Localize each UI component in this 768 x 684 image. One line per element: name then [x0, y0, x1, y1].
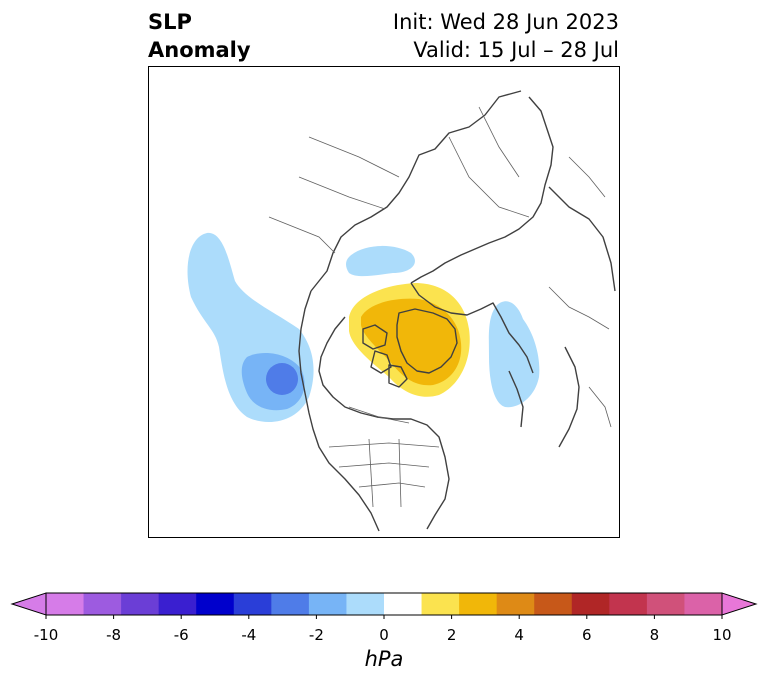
colorbar-extend-under: [10, 592, 47, 616]
colorbar-segment: [158, 593, 197, 615]
colorbar-segment: [646, 593, 685, 615]
negative-anomaly-barents: [346, 245, 415, 277]
map-title-dates: Init: Wed 28 Jun 2023 Valid: 15 Jul – 28…: [393, 8, 619, 64]
colorbar-ticks: [45, 615, 723, 619]
colorbar-tick-label: 6: [582, 626, 592, 644]
positive-anomaly-greenland-inner: [361, 298, 462, 386]
colorbar-extend-over: [721, 592, 758, 616]
colorbar-segment: [83, 593, 122, 615]
colorbar-segment: [308, 593, 347, 615]
colorbar-segment: [271, 593, 310, 615]
colorbar-tick-label: -4: [241, 626, 257, 644]
title-valid-range: Valid: 15 Jul – 28 Jul: [413, 38, 619, 62]
anomaly-shading: [187, 232, 540, 423]
negative-anomaly-pacific-core: [266, 363, 298, 395]
colorbar-tick-label: 2: [446, 626, 457, 644]
political-borders: [268, 106, 612, 508]
colorbar-segment: [384, 593, 423, 615]
colorbar-tick-label: 0: [379, 626, 389, 644]
colorbar-tick-label: -8: [106, 626, 122, 644]
colorbar-segment: [609, 593, 648, 615]
title-variable-line1: SLP: [148, 10, 192, 34]
colorbar-segment: [534, 593, 573, 615]
map-canvas: [187, 90, 616, 532]
colorbar-segment: [233, 593, 272, 615]
colorbar-segment: [121, 593, 160, 615]
title-init-date: Init: Wed 28 Jun 2023: [392, 10, 619, 34]
colorbar-unit-label: hPa: [364, 647, 404, 671]
colorbar-tick-label: -10: [33, 626, 59, 644]
negative-anomaly-atlantic: [488, 301, 540, 408]
colorbar-tick-label: 8: [649, 626, 660, 644]
colorbar: [10, 592, 758, 619]
colorbar-segments: [10, 592, 758, 616]
colorbar-segment: [346, 593, 385, 615]
colorbar-tick-label: 4: [514, 626, 524, 644]
colorbar-segment: [571, 593, 610, 615]
colorbar-segment: [46, 593, 85, 615]
colorbar-tick-label: -2: [308, 626, 324, 644]
colorbar-tick-label: 10: [712, 626, 732, 644]
colorbar-segment: [684, 593, 723, 615]
title-variable-line2: Anomaly: [148, 38, 251, 62]
map-panel: [148, 66, 620, 538]
colorbar-segment: [196, 593, 235, 615]
colorbar-segment: [459, 593, 498, 615]
colorbar-segment: [496, 593, 535, 615]
map-title-variable: SLP Anomaly: [148, 8, 251, 64]
colorbar-segment: [421, 593, 460, 615]
coastlines: [298, 90, 616, 532]
colorbar-tick-label: -6: [173, 626, 189, 644]
